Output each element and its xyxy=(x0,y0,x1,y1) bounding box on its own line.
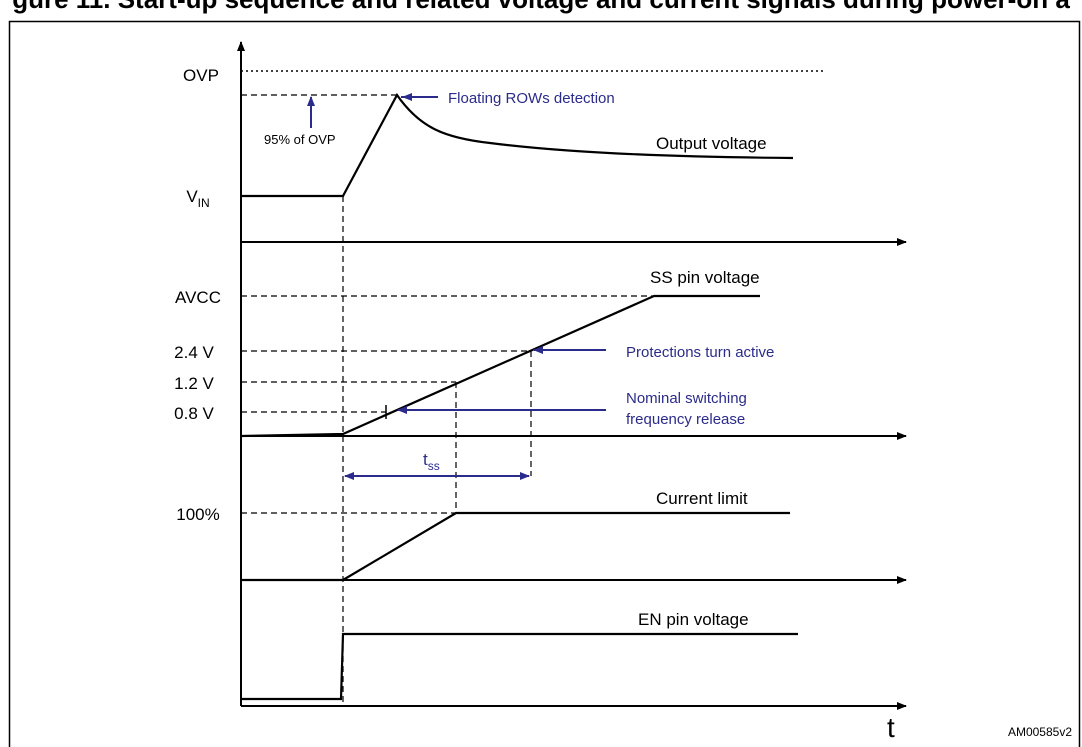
label-tss: tss xyxy=(423,450,440,473)
ss-pin-voltage-curve xyxy=(240,294,760,438)
label-95pct-ovp: 95% of OVP xyxy=(264,132,336,147)
label-0-8v: 0.8 V xyxy=(174,404,214,423)
en-pin-voltage-curve xyxy=(241,632,798,701)
label-1-2v: 1.2 V xyxy=(174,374,214,393)
label-ovp: OVP xyxy=(183,66,219,85)
figure-title-text: gure 11. Start-up sequence and related v… xyxy=(0,0,1082,15)
label-vin: VIN xyxy=(186,187,209,210)
label-ss-pin-voltage: SS pin voltage xyxy=(650,268,760,287)
figure-border xyxy=(8,20,1081,747)
label-current-limit: Current limit xyxy=(656,489,748,508)
output-voltage-curve xyxy=(241,92,794,198)
label-2-4v: 2.4 V xyxy=(174,343,214,362)
label-time-axis: t xyxy=(887,712,895,743)
label-nominal-line2: frequency release xyxy=(626,411,745,428)
label-output-voltage: Output voltage xyxy=(656,134,767,153)
label-nominal-line1: Nominal switching xyxy=(626,390,747,407)
label-floating-rows: Floating ROWs detection xyxy=(448,90,615,107)
dashed-reference-lines xyxy=(241,94,654,706)
current-limit-curve xyxy=(241,511,790,582)
figure-title-strip: gure 11. Start-up sequence and related v… xyxy=(0,0,1082,22)
doc-code: AM00585v2 xyxy=(1008,725,1072,739)
label-avcc: AVCC xyxy=(175,288,221,307)
label-protections: Protections turn active xyxy=(626,344,774,361)
label-100pct: 100% xyxy=(176,505,219,524)
label-en-pin-voltage: EN pin voltage xyxy=(638,610,749,629)
